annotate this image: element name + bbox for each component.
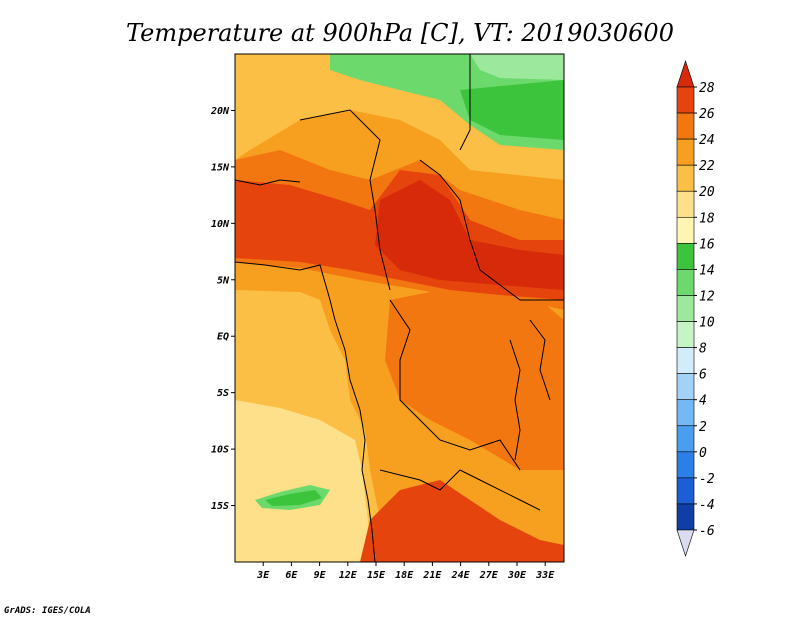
lon-tick-label: 33E (535, 570, 555, 581)
colorbar-segment (676, 373, 695, 401)
colorbar-label: 0 (699, 446, 707, 461)
lon-tick-label: 9E (314, 570, 327, 581)
central-core (375, 180, 564, 290)
longitude-axis: 3E 6E 9E 12E 15E 18E 21E 24E 27E 30E 33E (256, 562, 555, 581)
lon-tick-label: 12E (339, 570, 358, 581)
southern-red (360, 480, 564, 562)
lat-tick-label: 5S (217, 388, 229, 399)
colorbar-segment (676, 425, 695, 453)
colorbar-label: 28 (699, 81, 715, 96)
latitude-axis: 20N 15N 10N 5N EQ 5S 10S 15S (210, 106, 235, 512)
colorbar-label: 4 (699, 394, 707, 409)
lon-tick-label: 30E (507, 570, 527, 581)
colorbar-segment (676, 86, 695, 114)
colorbar-segment (676, 399, 695, 427)
colorbar-top-arrow (676, 60, 695, 88)
atlantic-green-blob (265, 490, 322, 506)
lon-tick-label: 6E (285, 570, 298, 581)
lon-tick-label: 18E (395, 570, 414, 581)
lon-tick-label: 24E (451, 570, 471, 581)
colorbar-label: 26 (699, 107, 715, 122)
lat-tick-label: 20N (210, 106, 230, 117)
colorbar-label: -6 (699, 524, 715, 539)
colorbar-label: 14 (699, 263, 715, 278)
colorbar-segment (676, 295, 695, 322)
colorbar-segment (676, 321, 695, 348)
colorbar-label: 24 (699, 133, 715, 148)
colorbar-segment (676, 112, 695, 140)
lon-tick-label: 21E (422, 570, 442, 581)
colorbar-segment (676, 190, 695, 218)
figure-title: Temperature at 900hPa [C], VT: 201903060… (126, 19, 674, 47)
colorbar-segment (676, 164, 695, 192)
credit-text: GrADS: IGES/COLA (4, 606, 91, 616)
coastlines-borders (235, 54, 564, 562)
lat-tick-label: 5N (217, 275, 230, 286)
colorbar-label: 16 (699, 237, 715, 252)
atlantic-pale (235, 400, 370, 562)
colorbar-label: 2 (699, 420, 707, 435)
colorbar-label: -2 (699, 472, 715, 487)
lat-tick-label: EQ (217, 332, 229, 343)
colorbar-label: 8 (699, 342, 707, 357)
lon-tick-label: 3E (256, 570, 270, 581)
colorbar-bottom-arrow (676, 529, 695, 557)
colorbar-segment (676, 269, 695, 296)
colorbar-label: 18 (699, 211, 715, 226)
colorbar-segment (676, 216, 695, 244)
colorbar-label: -4 (699, 498, 715, 513)
colorbar-segment (676, 477, 695, 505)
colorbar-segment (676, 347, 695, 374)
temperature-field (235, 54, 564, 562)
colorbar-segment (676, 451, 695, 479)
lon-tick-label: 27E (479, 570, 499, 581)
colorbar-label: 6 (699, 368, 707, 383)
lat-tick-label: 15S (211, 501, 229, 512)
north-pale-green (470, 54, 564, 80)
colorbar-segment (676, 243, 695, 270)
colorbar-label: 12 (699, 289, 715, 304)
lat-tick-label: 15N (211, 162, 230, 173)
north-green (460, 80, 564, 140)
colorbar-segment (676, 138, 695, 166)
colorbar-label: 22 (699, 159, 715, 174)
map-frame (234, 53, 565, 563)
colorbar-segment (676, 503, 695, 531)
lat-tick-label: 10N (211, 219, 230, 230)
colorbar-label: 10 (699, 316, 715, 331)
lat-tick-label: 10S (211, 445, 229, 456)
lon-tick-label: 15E (367, 570, 386, 581)
colorbar-label: 20 (699, 185, 715, 200)
